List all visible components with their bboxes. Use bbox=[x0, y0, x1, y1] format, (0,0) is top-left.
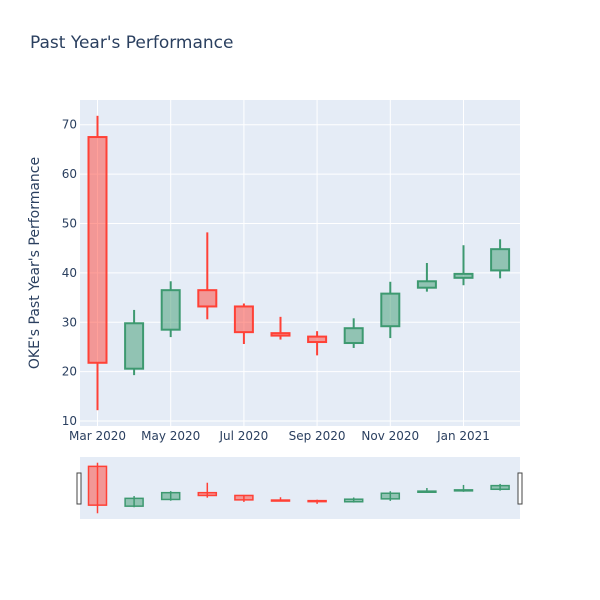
candle-increasing bbox=[380, 292, 401, 328]
y-tick-label: 10 bbox=[62, 414, 77, 428]
mini-candle bbox=[87, 465, 108, 506]
mini-candle bbox=[417, 490, 437, 493]
mini-candle bbox=[380, 492, 401, 500]
candle-decreasing bbox=[233, 305, 254, 334]
candle-decreasing bbox=[307, 335, 328, 344]
mini-candle bbox=[234, 494, 254, 501]
candle-increasing bbox=[453, 272, 474, 279]
mini-candle bbox=[490, 484, 510, 491]
mini-candle bbox=[197, 491, 218, 497]
x-tick-label: Sep 2020 bbox=[289, 429, 346, 443]
candle-increasing bbox=[343, 327, 364, 345]
range-slider-candles bbox=[87, 462, 510, 514]
x-tick-label: Nov 2020 bbox=[361, 429, 419, 443]
x-tick-labels: Mar 2020 May 2020 Jul 2020 Sep 2020 Nov 2020… bbox=[69, 429, 490, 443]
y-tick-label: 40 bbox=[62, 266, 77, 280]
mini-candle bbox=[453, 489, 474, 492]
y-tick-label: 70 bbox=[62, 118, 77, 132]
range-slider-background[interactable] bbox=[80, 457, 520, 519]
mini-candle bbox=[124, 497, 144, 507]
plot-area bbox=[80, 100, 520, 426]
candle-increasing bbox=[124, 322, 145, 370]
mini-candle bbox=[343, 498, 364, 503]
y-tick-label: 50 bbox=[62, 216, 77, 230]
grid-lines bbox=[80, 100, 520, 426]
y-tick-label: 20 bbox=[62, 365, 77, 379]
chart-title: Past Year's Performance bbox=[30, 33, 234, 53]
x-tick-label: Mar 2020 bbox=[69, 429, 126, 443]
range-slider-left-handle[interactable] bbox=[76, 472, 82, 505]
candle-decreasing bbox=[197, 289, 218, 308]
candle-decreasing bbox=[87, 136, 108, 364]
range-slider-right-handle[interactable] bbox=[517, 472, 523, 505]
candle-increasing bbox=[490, 248, 511, 272]
x-tick-label: May 2020 bbox=[141, 429, 200, 443]
x-tick-label: Jul 2020 bbox=[218, 429, 268, 443]
candles bbox=[87, 115, 511, 411]
mini-candle bbox=[307, 499, 327, 503]
mini-candle bbox=[270, 499, 291, 502]
y-tick-labels: 10 20 30 40 50 60 70 bbox=[62, 118, 77, 428]
candle-decreasing bbox=[270, 332, 291, 337]
y-tick-label: 60 bbox=[62, 167, 77, 181]
candle-increasing bbox=[160, 289, 181, 331]
candle-increasing bbox=[416, 280, 437, 289]
y-tick-label: 30 bbox=[62, 315, 77, 329]
x-tick-label: Jan 2021 bbox=[436, 429, 490, 443]
mini-candle bbox=[160, 491, 181, 501]
